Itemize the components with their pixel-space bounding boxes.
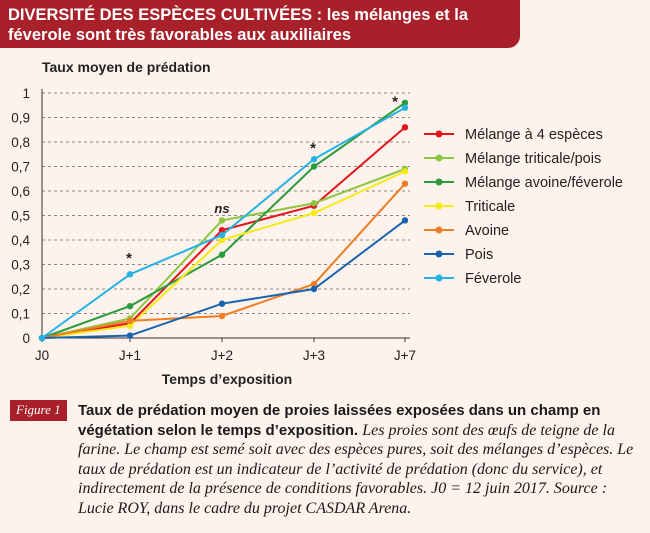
legend-label: Féverole [465,271,521,287]
x-tick-label: J+7 [394,348,416,363]
series-point [218,312,226,320]
x-axis-label: Temps d’exposition [162,371,292,387]
x-tick-label: J+3 [303,348,325,363]
significance-annotation: ns [214,201,229,216]
legend-marker [435,226,443,234]
figure-caption: Taux de prédation moyen de proies laissé… [78,401,638,518]
significance-annotation: * [310,140,316,157]
series-point [401,124,409,131]
legend-marker [435,274,443,282]
series-point [218,300,226,307]
legend-label: Avoine [465,223,509,239]
y-tick-label: 0,1 [11,307,30,322]
y-tick-label: 0,2 [11,282,30,297]
caption-bold: Taux de prédation moyen de proies laissé… [78,402,601,439]
series-point [310,155,318,163]
legend-label: Pois [465,247,493,263]
series-point [126,271,134,278]
series-point [310,200,318,207]
series-point [401,168,409,175]
legend-marker [435,130,443,138]
legend-marker [435,154,443,162]
legend-marker [435,250,443,258]
legend-label: Triticale [465,199,515,215]
series-point [310,209,318,217]
series-point [218,251,226,258]
header-banner: DIVERSITÉ DES ESPÈCES CULTIVÉES : les mé… [0,0,520,48]
line-chart: Taux moyen de prédation 0 0,1 0,2 0,3 0,4 0,5 0… [11,59,623,387]
significance-annotation: * [392,93,398,110]
series-point [401,217,409,224]
y-tick-label: 0 [22,331,30,346]
series-point [38,334,46,342]
series-point [126,332,134,339]
series-point [126,317,134,325]
y-tick-label: 0,9 [11,111,30,126]
caption-italic: Les proies sont des œufs de teigne de la… [78,421,634,517]
legend-label: Mélange avoine/féverole [465,175,623,191]
series-point [401,104,409,111]
series-point [126,302,134,310]
y-axis-label: Taux moyen de prédation [42,59,211,75]
figure-tag: Figure 1 [10,400,67,421]
series-point [218,236,226,244]
series-point [401,99,409,106]
page-title: DIVERSITÉ DES ESPÈCES CULTIVÉES : les mé… [8,6,469,44]
series-point [401,180,409,187]
y-tick-label: 0,6 [11,184,30,199]
series-point [126,322,134,329]
legend-marker [435,178,443,186]
y-tick-label: 0,3 [11,258,30,273]
x-tick-label: J0 [35,348,49,363]
series-point [218,217,226,224]
series-point [218,231,226,239]
y-tick-label: 0,5 [11,209,30,224]
y-tick-label: 1 [22,86,30,101]
series-point [218,227,226,234]
x-tick-label: J+2 [211,348,233,363]
y-tick-label: 0,4 [11,233,30,248]
series-point [310,285,318,293]
series-point [310,280,318,288]
x-tick-label: J+1 [119,348,141,363]
series-point [310,163,318,170]
legend-label: Mélange à 4 espèces [465,127,603,143]
significance-annotation: * [126,250,132,267]
y-tick-label: 0,8 [11,135,30,150]
y-tick-label: 0,7 [11,160,30,175]
legend-label: Mélange triticale/pois [465,151,601,167]
legend-marker [435,202,443,210]
